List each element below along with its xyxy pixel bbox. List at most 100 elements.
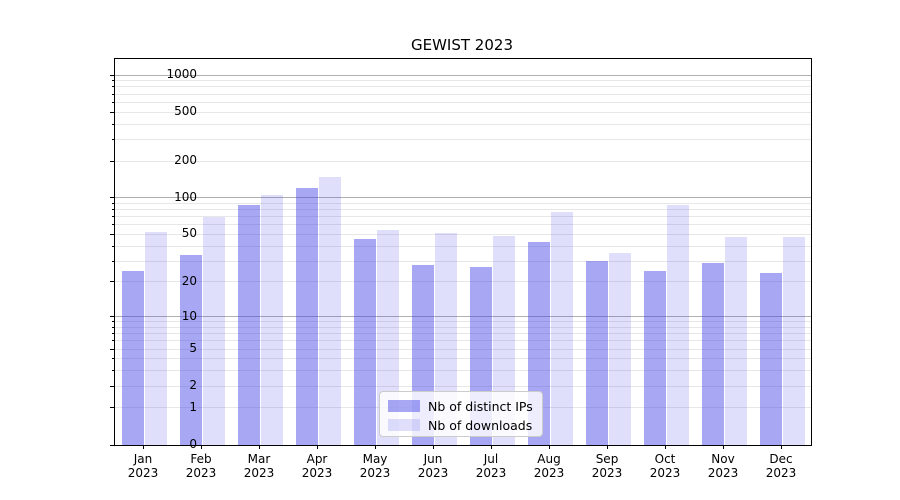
y-minor-tick: [112, 138, 114, 140]
x-tick: [548, 445, 550, 449]
y-tick: [110, 281, 114, 283]
minor-gridline: [115, 80, 811, 82]
y-minor-tick: [112, 209, 114, 211]
legend-label-downloads: Nb of downloads: [428, 417, 533, 433]
y-minor-tick: [112, 326, 114, 328]
x-tick-label: Mar 2023: [230, 452, 288, 480]
y-minor-tick: [112, 80, 114, 82]
x-tick: [374, 445, 376, 449]
x-label-month: Feb: [190, 452, 212, 466]
chart-title: GEWIST 2023: [411, 36, 513, 54]
minor-gridline: [115, 101, 811, 103]
y-minor-tick: [112, 86, 114, 88]
y-minor-tick: [112, 340, 114, 342]
x-label-year: 2023: [591, 466, 623, 480]
y-minor-tick: [112, 358, 114, 360]
x-label-month: Sep: [595, 452, 619, 466]
y-minor-tick: [112, 93, 114, 95]
y-tick-label: 200: [174, 153, 197, 168]
legend-swatch-downloads: [388, 419, 420, 431]
x-label-month: Apr: [306, 452, 328, 466]
y-tick: [110, 197, 114, 199]
y-minor-tick: [112, 370, 114, 372]
minor-gridline: [115, 333, 811, 335]
bar-distinct-ips: [295, 188, 318, 445]
minor-gridline: [115, 260, 811, 262]
x-tick: [780, 445, 782, 449]
minor-gridline: [115, 348, 811, 350]
bar-distinct-ips: [759, 272, 782, 445]
x-tick: [490, 445, 492, 449]
y-tick-label: 5: [189, 341, 197, 356]
x-label-year: 2023: [127, 466, 159, 480]
x-tick: [316, 445, 318, 449]
x-label-year: 2023: [417, 466, 449, 480]
bar-downloads: [318, 177, 341, 445]
x-tick-label: Jan 2023: [114, 452, 172, 480]
y-tick-label: 0: [189, 437, 197, 451]
x-tick-label: Jul 2023: [462, 452, 520, 480]
bar-downloads: [144, 232, 167, 445]
bar-downloads: [550, 211, 573, 445]
minor-gridline: [115, 86, 811, 88]
x-label-year: 2023: [533, 466, 565, 480]
y-minor-tick: [112, 202, 114, 204]
x-tick-label: Sep 2023: [578, 452, 636, 480]
minor-gridline: [115, 340, 811, 342]
legend-entry-distinct-ips: Nb of distinct IPs: [388, 397, 536, 415]
y-tick: [110, 233, 114, 235]
y-tick-label: 2: [189, 378, 197, 393]
y-tick: [110, 316, 114, 318]
minor-gridline: [115, 385, 811, 387]
y-tick-label: 100: [174, 189, 197, 204]
legend-swatch-distinct-ips: [388, 400, 420, 412]
y-minor-tick: [112, 224, 114, 226]
bar-distinct-ips: [237, 205, 260, 445]
y-minor-tick: [112, 245, 114, 247]
bar-distinct-ips: [701, 262, 724, 445]
bar-distinct-ips: [179, 254, 202, 445]
minor-gridline: [115, 93, 811, 95]
x-label-month: Jun: [423, 452, 443, 466]
x-label-month: May: [362, 452, 388, 466]
y-tick-label: 1000: [166, 67, 197, 82]
y-minor-tick: [112, 321, 114, 323]
minor-gridline: [115, 138, 811, 140]
x-label-year: 2023: [475, 466, 507, 480]
bar-downloads: [608, 253, 631, 445]
x-label-year: 2023: [359, 466, 391, 480]
x-label-year: 2023: [765, 466, 797, 480]
legend: Nb of distinct IPs Nb of downloads: [379, 391, 543, 437]
minor-gridline: [115, 160, 811, 162]
x-label-year: 2023: [649, 466, 681, 480]
minor-gridline: [115, 209, 811, 211]
legend-label-distinct-ips: Nb of distinct IPs: [428, 398, 533, 414]
x-tick-label: Jun 2023: [404, 452, 462, 480]
minor-gridline: [115, 123, 811, 125]
minor-gridline: [115, 358, 811, 360]
plot-area: [110, 58, 812, 446]
bar-distinct-ips: [643, 270, 666, 445]
y-tick: [110, 385, 114, 387]
x-label-month: Dec: [769, 452, 793, 466]
x-tick-label: Nov 2023: [694, 452, 752, 480]
y-tick: [110, 111, 114, 113]
minor-gridline: [115, 321, 811, 323]
y-tick: [110, 74, 114, 76]
x-label-month: Jan: [133, 452, 153, 466]
x-tick: [606, 445, 608, 449]
bar-distinct-ips: [353, 238, 376, 445]
bar-downloads: [260, 194, 283, 445]
y-tick-label: 500: [174, 104, 197, 119]
major-gridline: [115, 74, 811, 76]
minor-gridline: [115, 216, 811, 218]
x-label-year: 2023: [707, 466, 739, 480]
x-tick: [664, 445, 666, 449]
x-tick: [432, 445, 434, 449]
x-tick-label: Apr 2023: [288, 452, 346, 480]
minor-gridline: [115, 224, 811, 226]
minor-gridline: [115, 202, 811, 204]
x-label-month: Mar: [247, 452, 271, 466]
x-tick-label: Feb 2023: [172, 452, 230, 480]
